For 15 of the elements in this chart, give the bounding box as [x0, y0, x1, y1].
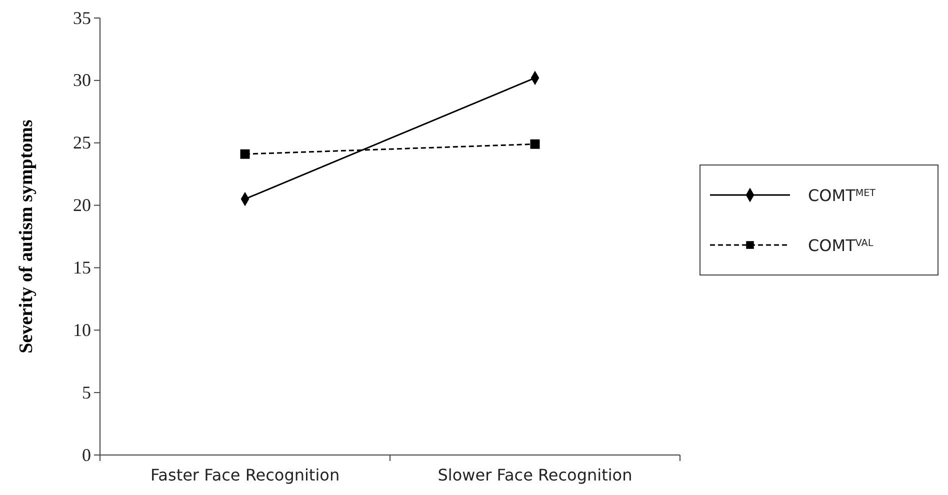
- y-tick-label: 20: [73, 195, 91, 216]
- x-tick-label: Faster Face Recognition: [150, 465, 340, 484]
- point: [530, 139, 540, 149]
- y-axis-title: Severity of autism symptoms: [16, 120, 37, 354]
- y-tick-label: 0: [82, 444, 91, 465]
- x-tick-label: Slower Face Recognition: [438, 465, 632, 484]
- legend-label: COMT$^{MET}$: [808, 186, 876, 205]
- y-tick-label: 10: [73, 320, 91, 340]
- legend-label: COMT$^{VAL}$: [808, 236, 874, 255]
- y-tick-label: 35: [73, 8, 91, 28]
- y-tick-label: 15: [73, 257, 91, 278]
- y-tick-label: 25: [73, 132, 91, 153]
- point: [240, 149, 250, 159]
- y-tick-label: 5: [82, 382, 91, 402]
- y-tick-label: 30: [73, 70, 91, 90]
